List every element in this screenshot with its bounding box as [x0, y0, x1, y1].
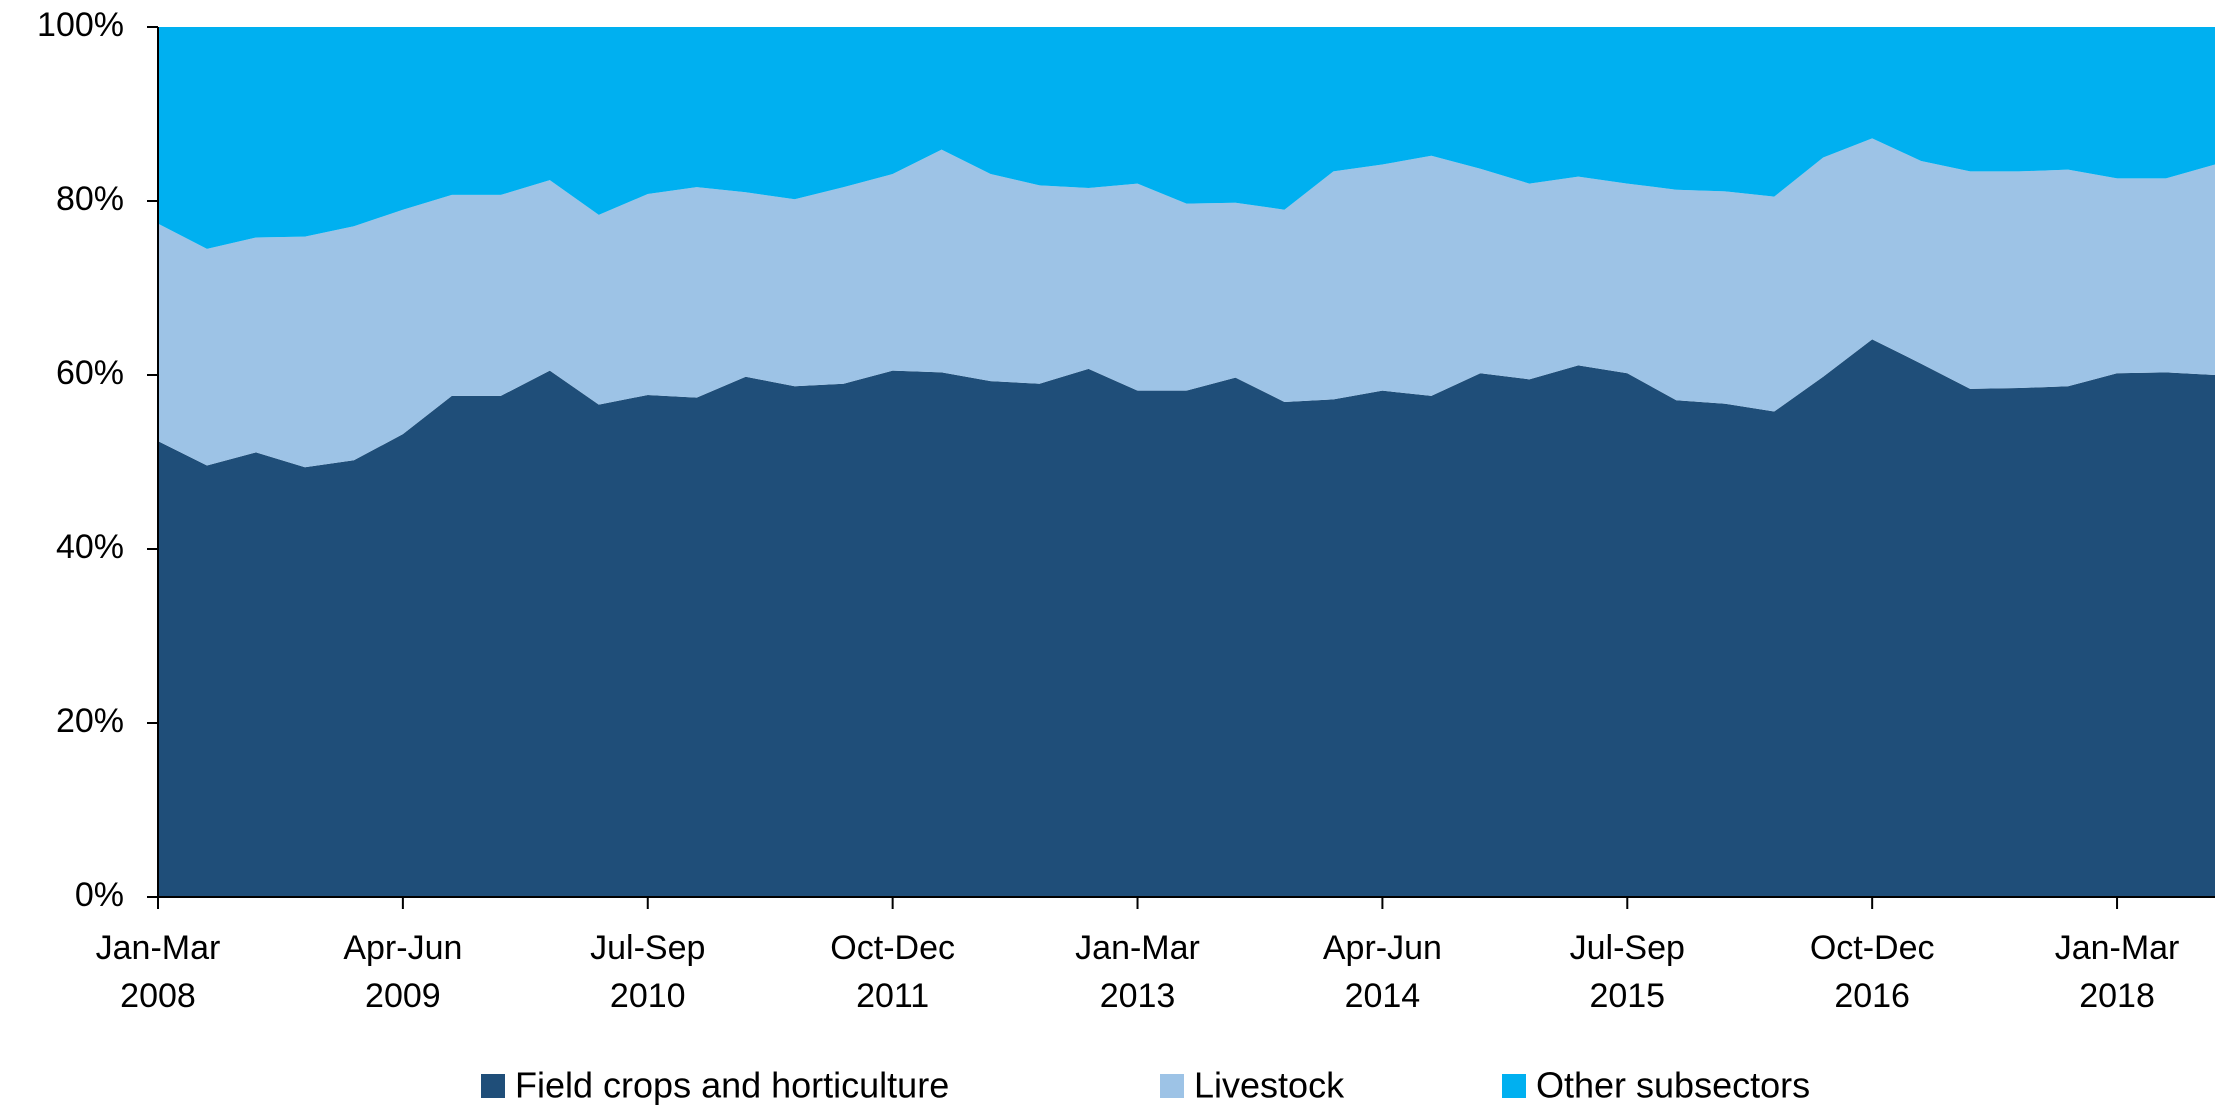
x-tick-label: Oct-Dec 2016 — [1809, 929, 1935, 1015]
y-tick-label: 20% — [56, 702, 124, 740]
x-tick-label: Jan-Mar 2013 — [1075, 929, 1200, 1015]
area — [158, 27, 2215, 249]
legend-swatch — [481, 1074, 505, 1098]
legend-swatch — [1160, 1074, 1184, 1098]
area — [158, 339, 2215, 898]
legend-label: Livestock — [1194, 1065, 1345, 1106]
x-tick-label: Oct-Dec 2011 — [830, 929, 955, 1015]
y-tick-label: 40% — [56, 528, 124, 566]
x-tick-label: Apr-Jun 2009 — [343, 929, 463, 1015]
legend-swatch — [1502, 1074, 1526, 1098]
y-tick-label: 100% — [37, 6, 124, 44]
y-tick-label: 0% — [75, 876, 124, 914]
y-tick-label: 80% — [56, 180, 124, 218]
x-tick-label: Jan-Mar 2008 — [95, 929, 221, 1015]
y-tick-label: 60% — [56, 354, 124, 392]
x-tick-label: Jul-Sep 2015 — [1569, 929, 1685, 1015]
area — [158, 138, 2215, 468]
x-tick-label: Jul-Sep 2010 — [590, 929, 706, 1015]
legend-label: Other subsectors — [1536, 1065, 1810, 1106]
x-tick-label: Jan-Mar 2018 — [2054, 929, 2180, 1015]
x-tick-label: Apr-Jun 2014 — [1322, 929, 1442, 1015]
legend-label: Field crops and horticulture — [515, 1065, 949, 1106]
